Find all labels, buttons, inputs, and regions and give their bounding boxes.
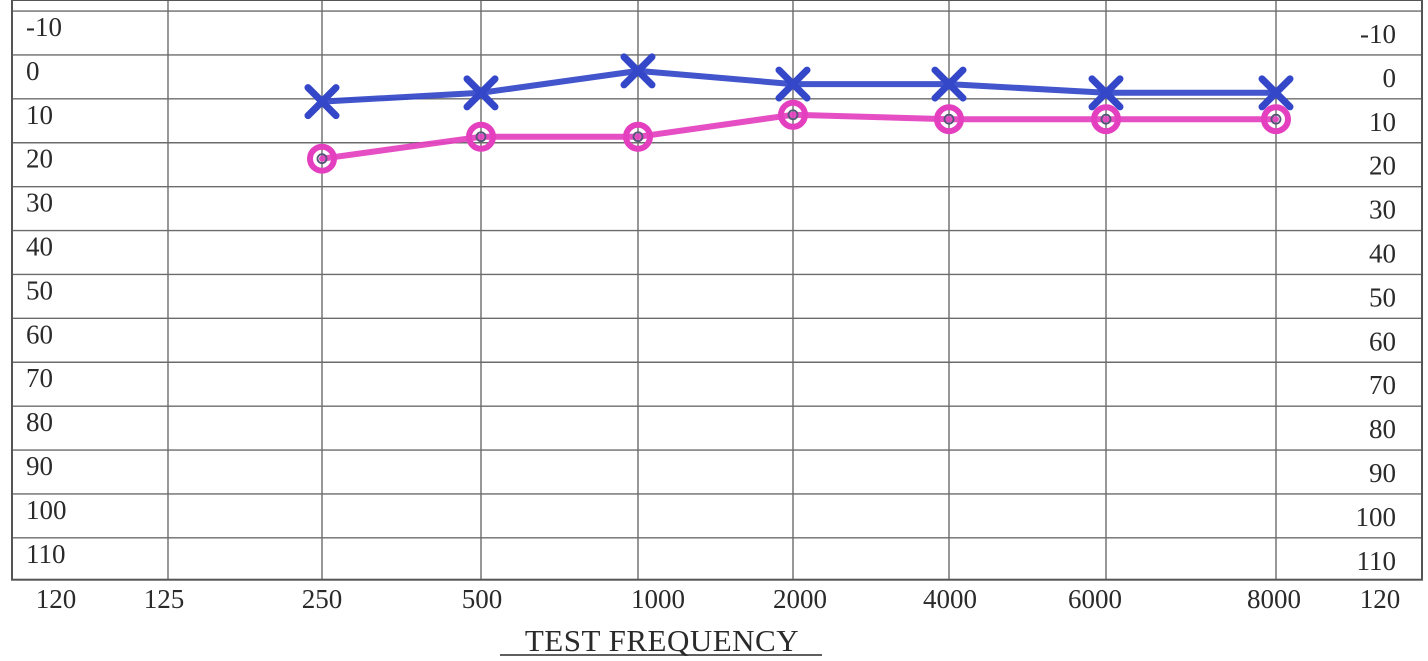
x-tick-label: 125	[144, 584, 185, 614]
y-tick-label-right: 110	[1357, 546, 1397, 576]
data-point-o	[307, 143, 337, 174]
x-tick-label: 6000	[1068, 584, 1122, 614]
y-tick-label-left: 100	[26, 495, 67, 525]
y-tick-label-left: -10	[26, 12, 62, 42]
y-tick-label-right: 60	[1369, 326, 1396, 356]
x-tick-label: 2000	[773, 584, 827, 614]
data-point-o-center	[475, 131, 487, 143]
y-tick-label-right: 50	[1369, 282, 1396, 312]
y-tick-label-left: 90	[26, 451, 53, 481]
x-tick-label: 120	[36, 584, 77, 614]
y-tick-label-left: 40	[26, 232, 53, 262]
y-tick-label-left: 20	[26, 144, 53, 174]
data-point-x	[463, 75, 499, 111]
y-tick-label-left: 10	[26, 100, 53, 130]
plot-frame	[11, 0, 1423, 581]
data-point-o-center	[316, 153, 328, 165]
chart-tick-labels: -10 0 10 20 30 40 50 60 70 80 90 100 110 -10 0 10 20 30 40…	[26, 12, 1400, 614]
y-tick-label-right: 70	[1369, 370, 1396, 400]
y-tick-label-left: 0	[26, 56, 40, 86]
y-tick-label-right: 80	[1369, 414, 1396, 444]
y-tick-label-left: 110	[26, 539, 66, 569]
y-tick-label-left: 30	[26, 188, 53, 218]
y-tick-label-right: 100	[1356, 502, 1397, 532]
x-tick-label: 4000	[923, 584, 977, 614]
data-point-o-center	[1100, 113, 1112, 125]
y-tick-label-left: 70	[26, 363, 53, 393]
data-point-o	[1261, 104, 1291, 135]
y-tick-label-right: 20	[1369, 151, 1396, 181]
x-tick-label: 250	[302, 584, 343, 614]
y-tick-label-left: 80	[26, 407, 53, 437]
data-point-x	[304, 84, 340, 120]
data-point-x	[1088, 75, 1124, 111]
x-tick-label: 1000	[631, 584, 685, 614]
y-tick-label-right: 30	[1369, 195, 1396, 225]
data-point-o-center	[943, 113, 955, 125]
data-point-o-center	[1270, 113, 1282, 125]
data-point-o-center	[632, 131, 644, 143]
y-tick-label-right: 40	[1369, 239, 1396, 269]
data-point-o	[1091, 104, 1121, 135]
chart-grid	[11, 0, 1423, 581]
data-point-o-center	[787, 109, 799, 121]
x-tick-label: 8000	[1247, 584, 1301, 614]
y-tick-label-right: 0	[1383, 63, 1397, 93]
data-point-x	[1258, 75, 1294, 111]
data-point-o	[778, 99, 808, 130]
y-tick-label-right: 90	[1369, 458, 1396, 488]
y-tick-label-left: 60	[26, 319, 53, 349]
y-tick-label-right: -10	[1360, 19, 1396, 49]
data-point-x	[620, 53, 656, 89]
data-point-o	[466, 121, 496, 152]
chart-series	[304, 53, 1294, 174]
x-tick-label: 500	[462, 584, 503, 614]
x-tick-label: 120	[1360, 584, 1401, 614]
y-tick-label-right: 10	[1369, 107, 1396, 137]
data-point-x	[931, 66, 967, 102]
data-point-x	[775, 66, 811, 102]
series-line-o	[319, 111, 1279, 162]
data-point-o	[623, 121, 653, 152]
data-point-o	[934, 104, 964, 135]
y-tick-label-left: 50	[26, 275, 53, 305]
x-axis-label: TEST FREQUENCY	[525, 623, 799, 658]
